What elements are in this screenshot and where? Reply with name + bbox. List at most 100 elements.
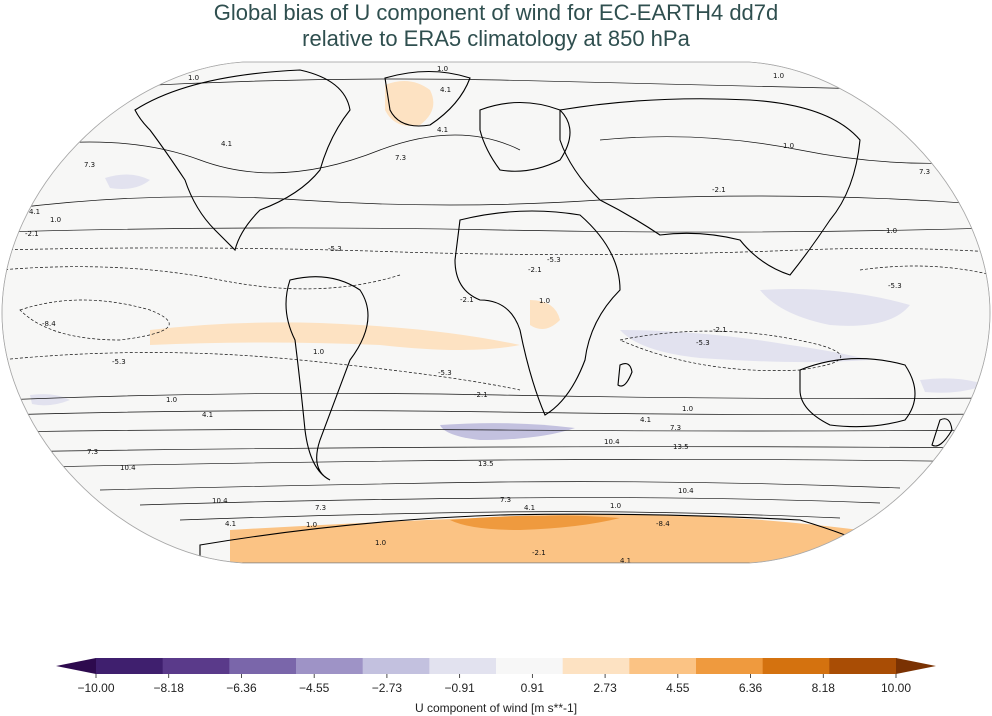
contour-label: 4.1 (524, 504, 535, 512)
colorbar-tick-label: −4.55 (299, 681, 330, 695)
colorbar-segment (429, 658, 497, 674)
new-zealand-outline (931, 418, 953, 447)
contour-label: 7.3 (670, 424, 681, 432)
contour-label: -5.3 (888, 282, 902, 290)
shade-antarctic-positive (230, 514, 860, 563)
contour-label: -5.3 (547, 256, 561, 264)
contour-label: 1.0 (886, 227, 897, 235)
shade-tropical-atlantic-positive (150, 322, 520, 350)
contour-label: 7.3 (395, 154, 406, 162)
contour-label: -2.1 (474, 391, 488, 399)
contour-label: 1.0 (166, 396, 177, 404)
colorbar-tick-label: −8.18 (154, 681, 185, 695)
contour-label: 13.5 (478, 460, 494, 468)
contour-label: 7.3 (919, 168, 930, 176)
madagascar-outline (617, 363, 633, 387)
contour-label: 1.0 (610, 502, 621, 510)
contour-label: 4.1 (640, 416, 651, 424)
colorbar-extend-low (56, 658, 96, 674)
contour-label: 7.3 (84, 161, 95, 169)
contour-label: 1.0 (188, 74, 199, 82)
contour-label: 4.1 (29, 208, 40, 216)
colorbar-segment (96, 658, 164, 674)
contour-label: -2.1 (460, 296, 474, 304)
shade-maritime-negative (760, 289, 910, 326)
contour-label: 13.5 (673, 443, 689, 451)
colorbar-tick-label: −2.73 (372, 681, 403, 695)
contour-label: 10.4 (604, 438, 620, 446)
colorbar-tick-label: 0.91 (521, 681, 545, 695)
shade-south-atlantic-negative (440, 423, 575, 440)
europe-outline (479, 101, 571, 172)
contour-label: 10.4 (678, 487, 694, 495)
contour-label: -2.1 (25, 230, 39, 238)
contour-label: -8.4 (42, 320, 56, 328)
globe-outline (1, 61, 991, 564)
colorbar-tick-label: 2.73 (593, 681, 617, 695)
colorbar-tick-label: 8.18 (812, 681, 836, 695)
colorbar-segment (762, 658, 830, 674)
contour-label: 4.1 (225, 520, 236, 528)
contour-label: -5.3 (696, 339, 710, 347)
contour-label: 4.1 (221, 140, 232, 148)
contour-label: -8.4 (656, 520, 670, 528)
shade-east-pacific-negative (920, 378, 985, 393)
africa-outline (454, 210, 621, 416)
contour-label: 1.0 (773, 72, 784, 80)
colorbar: −10.00 −8.18 −6.36 −4.55 −2.73 −0.91 0.91 2.73 4… (56, 658, 936, 695)
colorbar-tick-label: −10.00 (77, 681, 114, 695)
greenland-outline (384, 70, 471, 127)
contour-label: 1.0 (306, 521, 317, 529)
australia-outline (799, 358, 916, 428)
map-title-line-2: relative to ERA5 climatology at 850 hPa (302, 26, 690, 51)
contour-label: -5.3 (438, 369, 452, 377)
shade-south-pacific-negative (30, 394, 70, 406)
colorbar-segment (562, 658, 630, 674)
contour-label: 4.1 (202, 411, 213, 419)
colorbar-segment (496, 658, 564, 674)
contour-label: 7.3 (87, 448, 98, 456)
colorbar-tick-label: 4.55 (666, 681, 690, 695)
north-america-outline (134, 69, 351, 252)
contour-label: 4.1 (440, 86, 451, 94)
antarctica-outline (199, 513, 881, 563)
contour-label: -2.1 (712, 186, 726, 194)
colorbar-extend-high (896, 658, 936, 674)
colorbar-tick-label: −0.91 (444, 681, 475, 695)
shade-north-atlantic-negative (105, 174, 150, 189)
map-title-line-1: Global bias of U component of wind for E… (213, 0, 779, 25)
colorbar-segment (829, 658, 897, 674)
contour-label: -5.3 (112, 358, 126, 366)
contour-label: 1.0 (783, 142, 794, 150)
shade-antarctic-strong (450, 515, 620, 530)
shade-west-africa-positive (530, 300, 560, 329)
shade-indian-ocean-negative (620, 330, 870, 363)
contour-label: 1.0 (50, 216, 61, 224)
contour-label: 7.3 (500, 496, 511, 504)
contour-label: 1.0 (375, 539, 386, 547)
bias-shading (30, 81, 985, 563)
colorbar-tick-label: 6.36 (739, 681, 763, 695)
colorbar-segment (296, 658, 364, 674)
contour-label: -5.3 (328, 245, 342, 253)
colorbar-label: U component of wind [m s**-1] (415, 701, 577, 715)
contour-label: 4.1 (620, 557, 631, 565)
contour-label: 1.0 (437, 65, 448, 73)
contour-label: 7.3 (315, 504, 326, 512)
contour-label: -2.1 (532, 549, 546, 557)
colorbar-segment (696, 658, 764, 674)
contour-label: 4.1 (437, 126, 448, 134)
colorbar-tick-label: 10.00 (881, 681, 911, 695)
contour-label: 1.0 (682, 405, 693, 413)
continents (134, 69, 953, 563)
colorbar-segment (362, 658, 430, 674)
colorbar-segment (162, 658, 230, 674)
shade-greenland-positive (385, 81, 434, 126)
contour-label: 1.0 (539, 297, 550, 305)
colorbar-segment (229, 658, 297, 674)
contour-label: -2.1 (713, 326, 727, 334)
contour-label: 10.4 (212, 497, 228, 505)
colorbar-tick-label: −6.36 (226, 681, 257, 695)
contour-label: 1.0 (313, 348, 324, 356)
